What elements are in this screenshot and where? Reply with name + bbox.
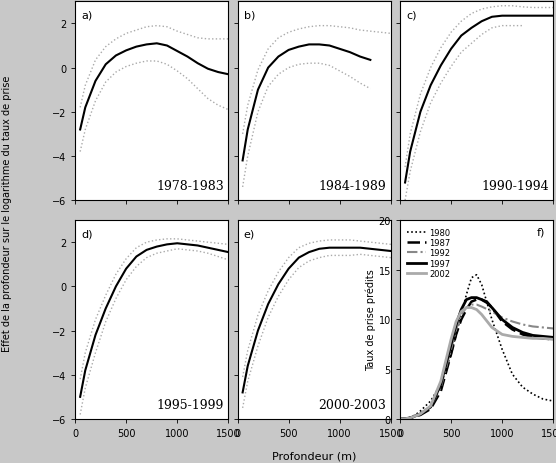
- Text: c): c): [406, 10, 416, 20]
- Text: b): b): [244, 10, 255, 20]
- Text: e): e): [244, 229, 255, 238]
- Text: 1990-1994: 1990-1994: [481, 180, 549, 193]
- Text: 1978-1983: 1978-1983: [156, 180, 224, 193]
- Text: 1984-1989: 1984-1989: [319, 180, 386, 193]
- Y-axis label: Taux de prise prédits: Taux de prise prédits: [365, 269, 376, 370]
- Legend: 1980, 1987, 1992, 1997, 2002: 1980, 1987, 1992, 1997, 2002: [406, 227, 452, 280]
- Text: Profondeur (m): Profondeur (m): [272, 450, 356, 461]
- Text: 2000-2003: 2000-2003: [318, 398, 386, 411]
- Text: 1995-1999: 1995-1999: [156, 398, 224, 411]
- Text: Effet de la profondeur sur le logarithme du taux de prise: Effet de la profondeur sur le logarithme…: [2, 75, 12, 351]
- Text: f): f): [537, 226, 545, 237]
- Text: a): a): [81, 10, 92, 20]
- Text: d): d): [81, 229, 93, 238]
